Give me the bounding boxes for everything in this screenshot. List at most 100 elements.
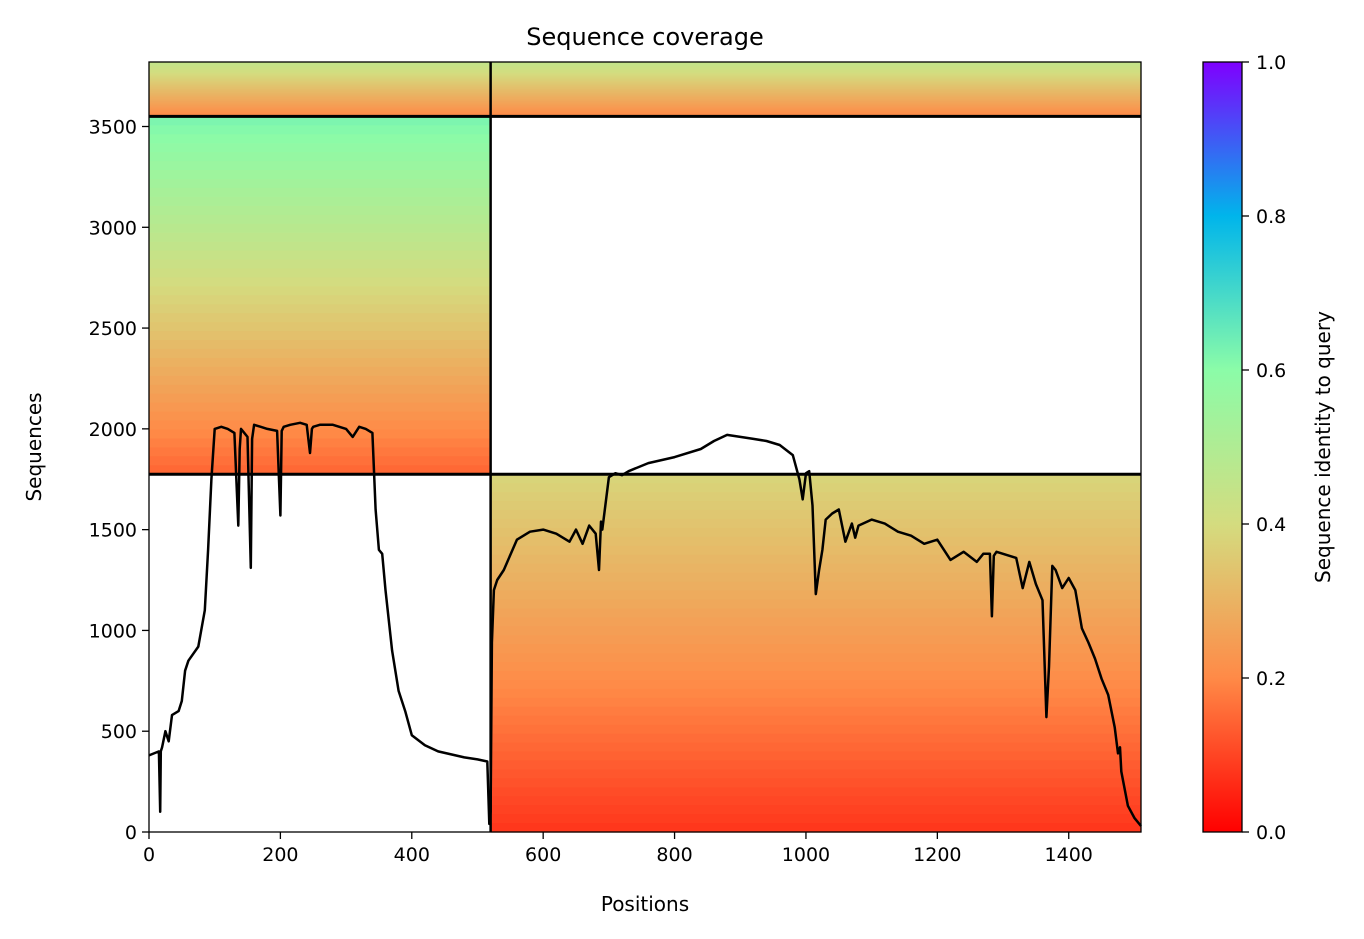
y-tick-label: 3000	[89, 217, 137, 239]
heatmap-band	[490, 545, 1141, 556]
heatmap-band	[490, 105, 1141, 108]
heatmap-band	[149, 81, 491, 84]
heatmap-band	[490, 78, 1141, 81]
heatmap-band	[490, 814, 1141, 824]
heatmap-band	[490, 724, 1141, 735]
heatmap-band	[490, 823, 1141, 833]
heatmap-band	[490, 63, 1141, 66]
heatmap-band	[149, 83, 491, 86]
heatmap-band	[149, 447, 491, 457]
heatmap-band	[490, 90, 1141, 93]
heatmap-band	[490, 93, 1141, 96]
heatmap-band	[490, 74, 1141, 77]
heatmap-band	[490, 112, 1141, 115]
heatmap-band	[149, 68, 491, 71]
colorbar-tick-label: 0.4	[1256, 514, 1286, 536]
heatmap-block-left-top	[149, 62, 491, 118]
heatmap-band	[490, 87, 1141, 90]
heatmap-band	[490, 94, 1141, 97]
heatmap-band	[149, 232, 491, 243]
heatmap-band	[490, 733, 1141, 744]
x-tick-label: 0	[143, 844, 155, 866]
x-tick-label: 1200	[913, 844, 961, 866]
heatmap-band	[490, 68, 1141, 71]
heatmap-band	[149, 108, 491, 111]
heatmap-band	[490, 805, 1141, 815]
heatmap-band	[149, 74, 491, 77]
heatmap-band	[490, 742, 1141, 753]
heatmap-band	[490, 86, 1141, 89]
x-axis-label: Positions	[601, 892, 689, 916]
colorbar-tick-label: 0.6	[1256, 360, 1286, 382]
heatmap-band	[149, 97, 491, 100]
heatmap-band	[149, 366, 491, 377]
heatmap-band	[490, 67, 1141, 70]
heatmap-band	[149, 102, 491, 105]
heatmap-band	[490, 81, 1141, 84]
heatmap-block-left-middle	[149, 116, 491, 475]
heatmap-band	[490, 608, 1141, 618]
heatmap-band	[490, 109, 1141, 112]
heatmap-band	[149, 101, 491, 104]
heatmap-band	[149, 72, 491, 75]
heatmap-band	[149, 295, 491, 305]
heatmap-band	[149, 67, 491, 70]
heatmap-band	[490, 98, 1141, 101]
heatmap-band	[149, 62, 491, 64]
heatmap-band	[149, 429, 491, 440]
heatmap-band	[149, 277, 491, 287]
heatmap-band	[490, 70, 1141, 73]
heatmap-band	[490, 536, 1141, 547]
heatmap-band	[490, 518, 1141, 529]
heatmap-band	[490, 501, 1141, 511]
y-tick-label: 0	[125, 822, 137, 844]
heatmap-block-right-top	[490, 62, 1141, 118]
colorbar-label: Sequence identity to query	[1311, 311, 1335, 583]
colorbar-tick-label: 0.0	[1256, 822, 1286, 844]
heatmap-band	[149, 465, 491, 475]
heatmap-band	[149, 268, 491, 279]
heatmap-band	[149, 104, 491, 107]
heatmap-band	[149, 170, 491, 180]
heatmap-band	[490, 66, 1141, 69]
heatmap-band	[490, 751, 1141, 762]
heatmap-band	[149, 82, 491, 85]
heatmap-band	[149, 223, 491, 234]
coverage-heatmap	[149, 62, 1141, 833]
y-tick-label: 2500	[89, 318, 137, 340]
heatmap-band	[490, 492, 1141, 502]
y-tick-label: 1500	[89, 520, 137, 542]
heatmap-band	[490, 71, 1141, 74]
heatmap-band	[149, 187, 491, 198]
heatmap-band	[149, 456, 491, 466]
heatmap-band	[490, 110, 1141, 113]
heatmap-band	[149, 93, 491, 96]
heatmap-band	[149, 384, 491, 395]
coverage-line-layer	[148, 421, 1142, 827]
heatmap-band	[149, 66, 491, 69]
heatmap-band	[490, 662, 1141, 672]
y-tick-label: 2000	[89, 419, 137, 441]
heatmap-band	[490, 100, 1141, 103]
x-tick-label: 800	[656, 844, 692, 866]
heatmap-band	[149, 393, 491, 404]
heatmap-band	[149, 205, 491, 216]
heatmap-band	[490, 91, 1141, 94]
heatmap-band	[149, 411, 491, 422]
heatmap-band	[149, 87, 491, 90]
heatmap-band	[149, 90, 491, 93]
heatmap-band	[490, 104, 1141, 107]
colorbar-tick-label: 0.2	[1256, 668, 1286, 690]
heatmap-band	[490, 644, 1141, 654]
heatmap-band	[149, 63, 491, 66]
heatmap-band	[490, 474, 1141, 484]
heatmap-band	[149, 113, 491, 116]
heatmap-band	[149, 250, 491, 261]
heatmap-band	[149, 161, 491, 171]
y-axis: 0 500 1000 1500 2000 2500 3000 3500	[89, 117, 149, 844]
heatmap-band	[149, 304, 491, 314]
heatmap-band	[149, 357, 491, 368]
heatmap-band	[149, 134, 491, 144]
heatmap-band	[490, 670, 1141, 681]
colorbar-tick-label: 1.0	[1256, 52, 1286, 74]
